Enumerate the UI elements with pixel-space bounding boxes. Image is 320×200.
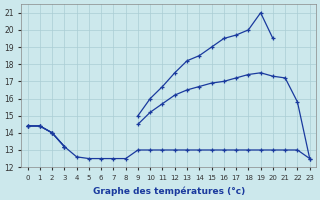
X-axis label: Graphe des températures (°c): Graphe des températures (°c) [92,186,245,196]
